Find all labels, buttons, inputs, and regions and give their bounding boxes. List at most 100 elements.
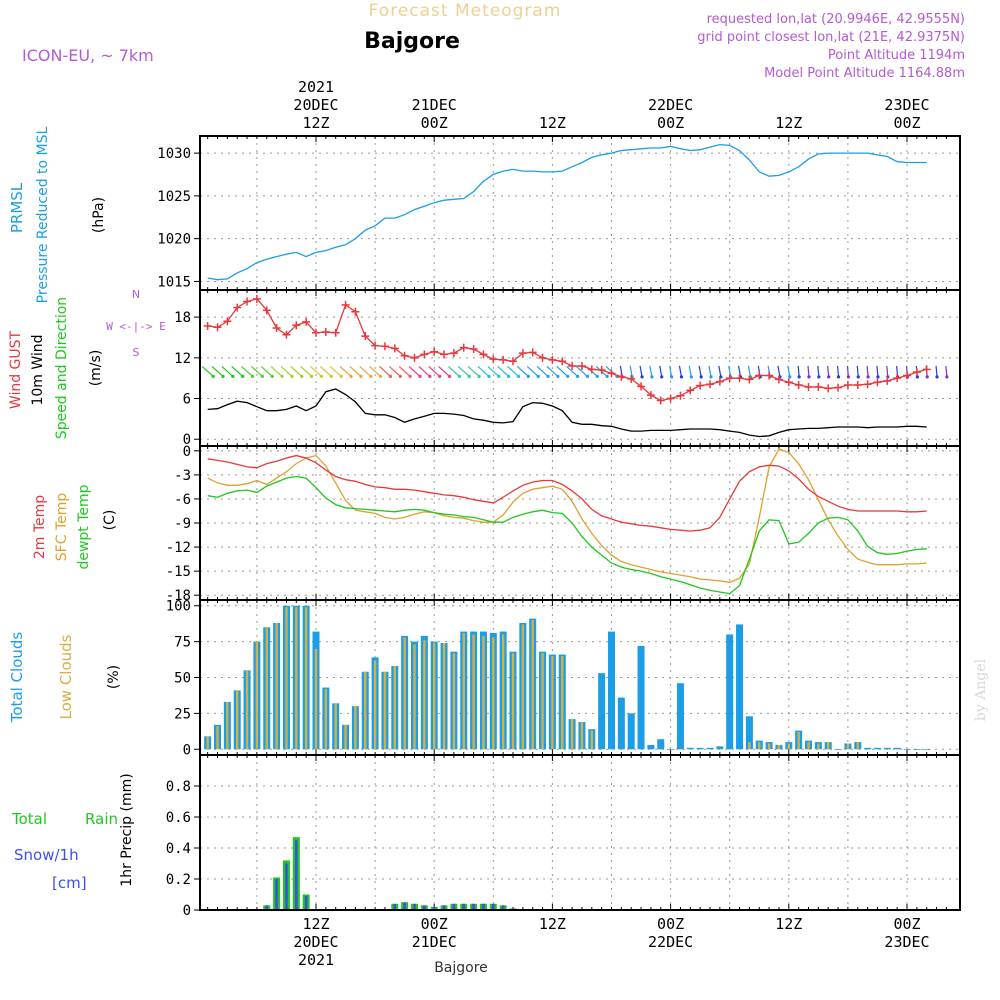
low-cloud-bar — [373, 660, 377, 750]
wind-direction-arrow — [438, 365, 452, 378]
low-cloud-bar — [807, 742, 810, 750]
low-cloud-bar — [206, 736, 209, 750]
bottom-time-label: 12Z — [775, 915, 802, 933]
wind-direction-arrow — [576, 365, 590, 378]
gust-marker — [361, 332, 370, 341]
wind-direction-arrow — [398, 365, 412, 378]
wind-direction-arrow — [329, 365, 343, 378]
wind-direction-arrow — [349, 365, 363, 378]
gust-marker — [863, 380, 872, 389]
snow-bar — [393, 903, 397, 910]
bottom-time-label: 2021 — [298, 951, 334, 969]
bottom-time-label: 00Z — [893, 915, 920, 933]
gust-marker — [548, 355, 557, 364]
low-cloud-bar — [354, 706, 357, 750]
gust-marker — [696, 381, 705, 390]
gust-marker — [666, 394, 675, 403]
gust-marker — [873, 378, 882, 387]
wind-direction-arrow — [556, 365, 570, 378]
panel-frame — [199, 135, 961, 291]
gust-marker — [784, 378, 793, 387]
low-cloud-bar — [492, 637, 495, 750]
low-cloud-bar — [334, 703, 337, 750]
wind-direction-arrow — [639, 365, 644, 379]
wind-direction-arrow — [807, 365, 811, 379]
series-label: Pressure Reduced to MSL — [35, 126, 51, 303]
y-tick-label: -6 — [174, 492, 191, 508]
top-time-label: 23DEC — [884, 96, 929, 114]
top-time-label: 22DEC — [648, 96, 693, 114]
y-tick-label: -3 — [174, 468, 191, 484]
wind-direction-arrow — [201, 365, 215, 378]
gust-marker — [420, 350, 429, 359]
low-cloud-bar — [216, 726, 219, 750]
wind-direction-arrow — [319, 365, 333, 378]
top-time-label: 00Z — [421, 114, 448, 132]
gust-marker — [765, 371, 774, 380]
low-cloud-bar — [531, 620, 534, 750]
wind-direction-arrow — [526, 365, 540, 378]
wind-direction-arrow — [379, 365, 393, 378]
snow-bar — [423, 905, 426, 910]
top-time-label: 21DEC — [412, 96, 457, 114]
gust-marker — [627, 374, 636, 383]
gust-marker — [617, 372, 626, 381]
bottom-time-label: 22DEC — [648, 933, 693, 951]
low-cloud-bar — [561, 655, 564, 750]
gust-marker — [430, 347, 439, 356]
top-time-label: 00Z — [657, 114, 684, 132]
series-label: Speed and Direction — [54, 297, 70, 439]
pressure-panel: 1015 1020 1025 1030 PRMSL Pressure Reduced to… — [8, 126, 961, 303]
low-cloud-bar — [472, 634, 475, 750]
wind-direction-arrow — [827, 365, 831, 379]
low-cloud-bar — [245, 670, 249, 750]
low-cloud-bar — [462, 633, 465, 750]
snow-bar — [413, 903, 416, 910]
total-cloud-bar — [627, 713, 635, 750]
gust-marker — [213, 323, 222, 332]
wind-direction-arrow — [211, 365, 225, 378]
gust-marker — [853, 380, 862, 389]
gust-marker — [597, 366, 606, 375]
low-cloud-bar — [236, 690, 239, 750]
gust-marker — [676, 391, 685, 400]
top-time-label: 12Z — [775, 114, 802, 132]
low-cloud-bar — [344, 724, 347, 750]
snow-bar — [285, 863, 288, 910]
wind-direction-arrow — [846, 365, 851, 379]
wind-direction-arrow — [708, 365, 713, 379]
wind-direction-arrow — [659, 365, 664, 379]
gust-marker — [607, 369, 616, 378]
series-label: dewpt Temp — [76, 484, 92, 569]
gust-marker — [390, 344, 399, 353]
clouds-panel: 0 25 50 75 100 Total Clouds Low Clouds (%) — [8, 599, 961, 758]
y-tick-label: 0.8 — [166, 779, 191, 795]
wind-direction-arrow — [447, 365, 461, 378]
wind-direction-arrow — [797, 365, 801, 379]
y-tick-label: 75 — [174, 635, 191, 651]
series-label: Snow/1h — [14, 846, 79, 864]
wind-direction-arrow — [369, 365, 383, 378]
y-tick-label: -12 — [166, 540, 191, 556]
total-cloud-bar — [716, 746, 724, 750]
gust-marker — [774, 375, 783, 384]
wind-direction-arrow — [886, 365, 890, 379]
wind-direction-arrow — [250, 365, 264, 378]
gust-marker — [794, 380, 803, 389]
gust-marker — [587, 365, 596, 374]
low-cloud-bar — [580, 721, 584, 750]
model-label: ICON-EU, ~ 7km — [22, 46, 154, 65]
low-cloud-bar — [777, 744, 781, 750]
bottom-time-label: 23DEC — [884, 933, 929, 951]
axis-label: 1hr Precip (mm) — [119, 773, 135, 886]
wind-direction-arrow — [787, 365, 792, 379]
total-cloud-bar — [864, 747, 872, 750]
gust-marker — [922, 365, 931, 374]
low-cloud-bar — [452, 653, 456, 750]
total-cloud-bar — [706, 747, 714, 750]
snow-bar — [295, 840, 298, 910]
wind-panel: 0 6 12 18 Wind GUST 10m Wind Speed and Directi… — [8, 288, 961, 448]
low-cloud-bar — [501, 634, 505, 750]
wind-direction-arrow — [231, 365, 245, 378]
gust-marker — [518, 349, 527, 358]
